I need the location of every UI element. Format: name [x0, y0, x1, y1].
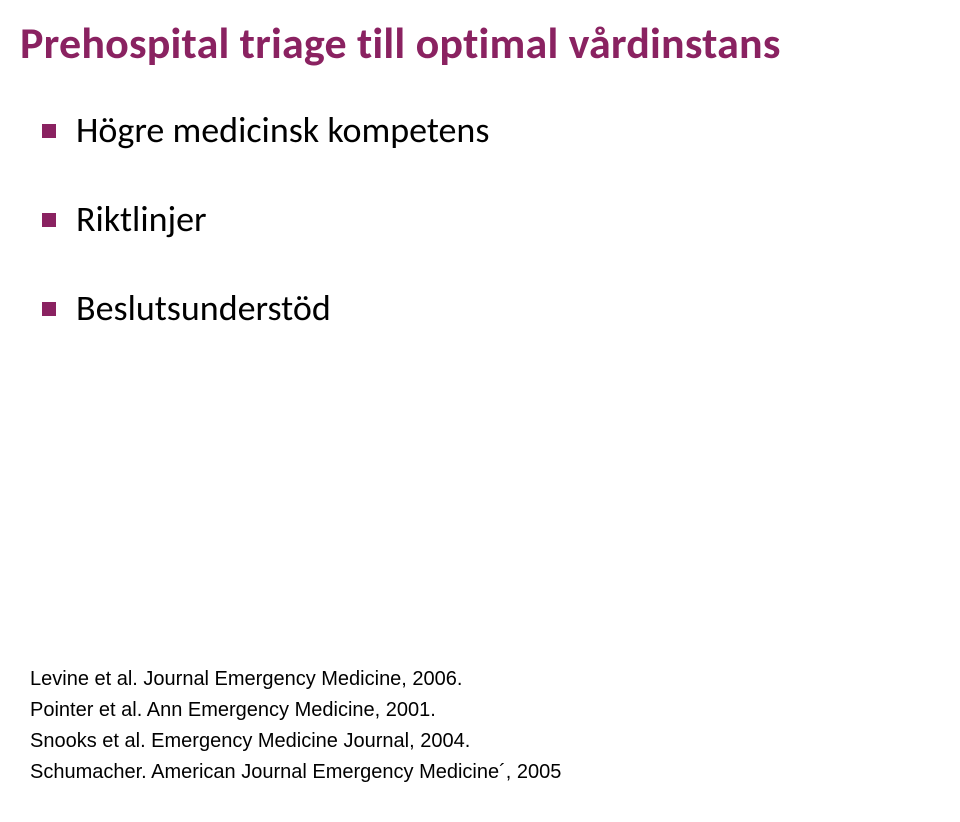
reference-line: Levine et al. Journal Emergency Medicine…	[30, 664, 561, 695]
list-item: Riktlinjer	[36, 198, 930, 241]
reference-line: Pointer et al. Ann Emergency Medicine, 2…	[30, 695, 561, 726]
references-block: Levine et al. Journal Emergency Medicine…	[30, 664, 561, 788]
slide: Prehospital triage till optimal vårdinst…	[0, 0, 960, 822]
list-item: Beslutsunderstöd	[36, 287, 930, 330]
list-item: Högre medicinsk kompetens	[36, 109, 930, 152]
page-title: Prehospital triage till optimal vårdinst…	[20, 18, 930, 69]
reference-line: Schumacher. American Journal Emergency M…	[30, 757, 561, 788]
reference-line: Snooks et al. Emergency Medicine Journal…	[30, 726, 561, 757]
bullet-list: Högre medicinsk kompetens Riktlinjer Bes…	[36, 109, 930, 331]
